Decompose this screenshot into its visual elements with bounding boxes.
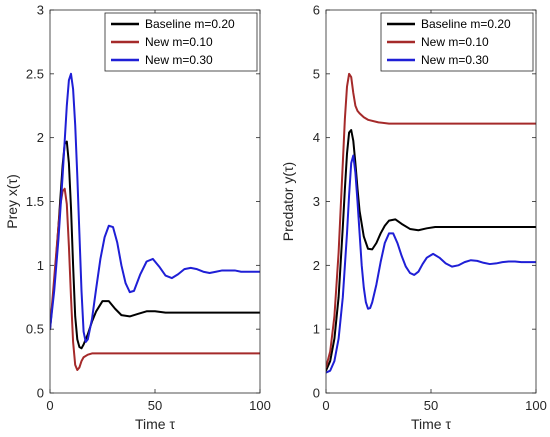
legend-entry: New m=0.10: [421, 35, 489, 49]
x-tick-label: 0: [46, 398, 53, 413]
x-tick-label: 0: [322, 398, 329, 413]
y-tick-label: 4: [313, 130, 320, 145]
y-tick-label: 1: [37, 258, 44, 273]
legend: Baseline m=0.20 New m=0.10 New m=0.30: [104, 12, 258, 72]
legend: Baseline m=0.20 New m=0.10 New m=0.30: [380, 12, 534, 72]
series-line-2: [326, 154, 536, 374]
legend-entry: New m=0.30: [421, 53, 489, 67]
series-line-2: [50, 72, 260, 343]
plot-area: [50, 10, 260, 393]
y-tick-label: 2: [37, 130, 44, 145]
plot-area: [326, 10, 536, 393]
y-tick-label: 0.5: [26, 322, 44, 337]
x-axis-label: Time τ: [411, 416, 451, 432]
y-tick-label: 1.5: [26, 194, 44, 209]
legend-entry: Baseline m=0.20: [145, 17, 235, 31]
x-tick-label: 100: [249, 398, 271, 413]
x-tick-label: 50: [148, 398, 162, 413]
legend-entry: New m=0.30: [145, 53, 213, 67]
y-tick-label: 3: [313, 194, 320, 209]
prey-panel: 0 50 100 0 0.5 1 1.5 2 2.5 3 Time τ Prey x(τ) Baseli…: [4, 3, 271, 433]
legend-entry: Baseline m=0.20: [421, 17, 511, 31]
series-group: [50, 72, 260, 372]
y-tick-label: 1: [313, 322, 320, 337]
y-tick-label: 0: [313, 386, 320, 401]
series-line-0: [326, 129, 536, 372]
x-axis-label: Time τ: [135, 416, 175, 432]
y-tick-label: 0: [37, 386, 44, 401]
predator-panel: 0 50 100 0 1 2 3 4 5 6 Time τ Predator y(τ) Baseline…: [280, 3, 547, 433]
series-line-1: [326, 72, 536, 369]
x-tick-label: 50: [424, 398, 438, 413]
legend-box: [104, 12, 258, 72]
x-tick-label: 100: [525, 398, 547, 413]
y-tick-label: 2: [313, 258, 320, 273]
series-group: [326, 72, 536, 374]
y-axis-label: Prey x(τ): [4, 174, 20, 229]
y-tick-label: 5: [313, 66, 320, 81]
y-tick-label: 3: [37, 3, 44, 18]
series-line-1: [50, 187, 260, 372]
y-tick-label: 6: [313, 3, 320, 18]
y-tick-label: 2.5: [26, 66, 44, 81]
y-axis-label: Predator y(τ): [280, 162, 296, 241]
legend-entry: New m=0.10: [145, 35, 213, 49]
